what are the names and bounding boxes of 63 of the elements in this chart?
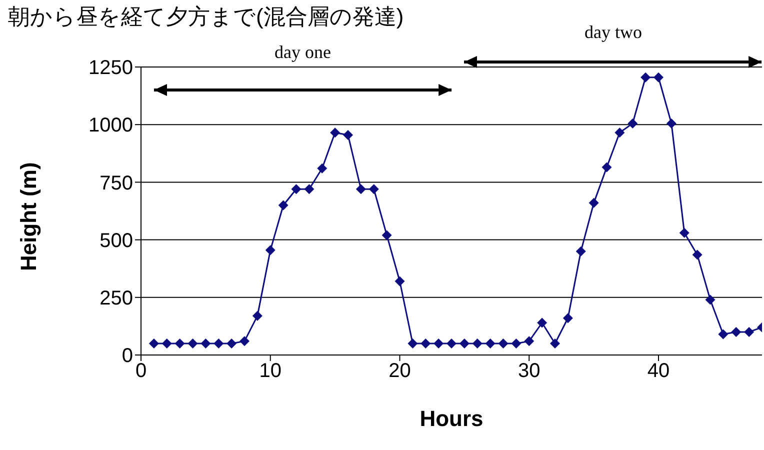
point xyxy=(148,338,159,348)
x-tick-label: 0 xyxy=(135,360,147,382)
text: day two xyxy=(583,22,643,43)
point xyxy=(214,338,224,348)
point xyxy=(731,326,742,337)
point xyxy=(434,338,444,348)
point xyxy=(640,72,651,82)
point xyxy=(446,338,456,348)
point xyxy=(718,329,728,340)
point xyxy=(511,338,522,348)
point xyxy=(666,118,676,128)
x-tick-label: 10 xyxy=(259,360,282,382)
point xyxy=(588,198,599,208)
point xyxy=(188,338,198,348)
point xyxy=(394,276,405,286)
point xyxy=(550,338,560,348)
y-tick-label: 1000 xyxy=(88,114,133,137)
point xyxy=(240,336,250,346)
point xyxy=(252,310,262,321)
point xyxy=(744,326,754,337)
point xyxy=(226,338,237,348)
point xyxy=(628,118,638,128)
y-tick-label: 0 xyxy=(122,345,133,368)
point xyxy=(692,250,702,260)
point xyxy=(614,128,625,138)
point xyxy=(498,338,508,348)
x-axis-title: Hours xyxy=(420,406,484,431)
point xyxy=(408,338,418,348)
y-axis-title: Height (m) xyxy=(16,162,41,271)
point xyxy=(343,130,353,140)
point xyxy=(356,184,366,194)
point xyxy=(420,338,431,348)
point xyxy=(278,200,288,210)
point xyxy=(382,230,392,240)
point xyxy=(562,313,573,324)
point xyxy=(537,318,548,328)
point xyxy=(174,338,185,348)
x-tick-label: 40 xyxy=(647,360,670,382)
point xyxy=(459,338,470,348)
point xyxy=(524,336,534,346)
y-tick-label: 500 xyxy=(100,230,133,252)
x-tick-label: 30 xyxy=(518,360,540,382)
point xyxy=(602,162,612,172)
point xyxy=(679,228,690,238)
point xyxy=(265,245,276,256)
point xyxy=(485,338,496,348)
point xyxy=(291,184,302,194)
point xyxy=(576,246,586,256)
chart-title: 朝から昼を経て夕方まで(混合層の発達) xyxy=(8,3,404,31)
point xyxy=(200,338,211,348)
point xyxy=(472,338,482,348)
point xyxy=(705,294,716,305)
point xyxy=(368,184,379,194)
x-tick-label: 20 xyxy=(388,360,411,382)
point xyxy=(304,184,314,194)
point xyxy=(654,72,664,82)
y-tick-label: 750 xyxy=(100,172,133,194)
y-tick-label: 1250 xyxy=(88,57,133,80)
point xyxy=(162,338,172,348)
point xyxy=(330,128,340,138)
y-tick-label: 250 xyxy=(100,288,133,310)
text: day one xyxy=(273,42,332,63)
point xyxy=(317,163,328,174)
